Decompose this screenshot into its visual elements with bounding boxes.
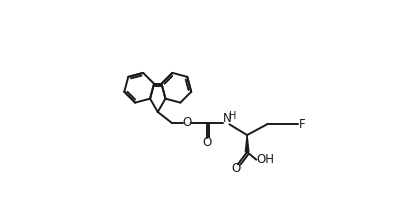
Polygon shape [245,135,249,152]
Text: OH: OH [257,153,275,166]
Text: O: O [231,162,241,176]
Text: O: O [182,116,191,129]
Text: F: F [299,118,306,131]
Text: N: N [223,112,231,125]
Text: H: H [229,111,236,121]
Text: O: O [202,136,212,149]
